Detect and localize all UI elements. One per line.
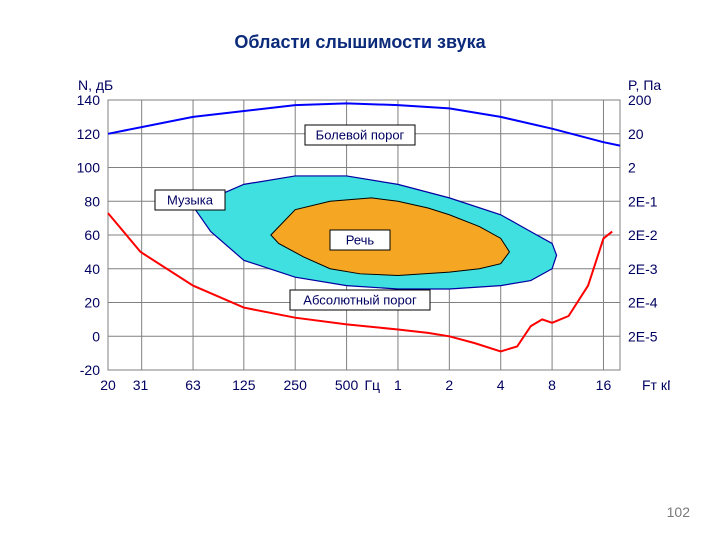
yright-label: P, Па [628, 77, 661, 93]
xtick-khz: 4 [497, 377, 505, 393]
xtick-hz: 63 [185, 377, 201, 393]
xtick-hz: 125 [232, 377, 256, 393]
xtick-khz: 2 [445, 377, 453, 393]
yleft-label: N, дБ [78, 77, 113, 93]
x-unit-hz: Гц [364, 377, 380, 393]
xtick-hz: 20 [100, 377, 116, 393]
ytick-left: 20 [84, 295, 100, 311]
ytick-left: 140 [77, 92, 101, 108]
ytick-right: 2E-1 [628, 193, 658, 209]
ytick-right: 200 [628, 92, 652, 108]
xtick-khz: 8 [548, 377, 556, 393]
x-unit-khz: Fт кГц [642, 377, 670, 393]
xtick-hz: 250 [284, 377, 308, 393]
ytick-left: 80 [84, 193, 100, 209]
ytick-left: 100 [77, 160, 101, 176]
ytick-left: 40 [84, 261, 100, 277]
xtick-khz: 1 [394, 377, 402, 393]
xtick-hz: 31 [133, 377, 149, 393]
audibility-chart: -200204060801001201402002022E-12E-22E-32… [30, 70, 670, 410]
ytick-right: 2E-3 [628, 261, 658, 277]
page-number: 102 [667, 504, 690, 520]
xtick-hz: 500 [335, 377, 359, 393]
page-title: Области слышимости звука [0, 32, 720, 53]
speech-label-text: Речь [346, 232, 375, 247]
ytick-right: 2 [628, 160, 636, 176]
pain-label-text: Болевой порог [316, 127, 405, 142]
ytick-right: 2E-2 [628, 227, 658, 243]
ytick-right: 2E-4 [628, 295, 658, 311]
ytick-left: 120 [77, 126, 101, 142]
music-label-text: Музыка [167, 192, 214, 207]
ytick-right: 2E-5 [628, 328, 658, 344]
ytick-right: 20 [628, 126, 644, 142]
ytick-left: 0 [92, 328, 100, 344]
ytick-left: 60 [84, 227, 100, 243]
xtick-khz: 16 [596, 377, 612, 393]
abs-label-text: Абсолютный порог [303, 292, 417, 307]
ytick-left: -20 [80, 362, 100, 378]
